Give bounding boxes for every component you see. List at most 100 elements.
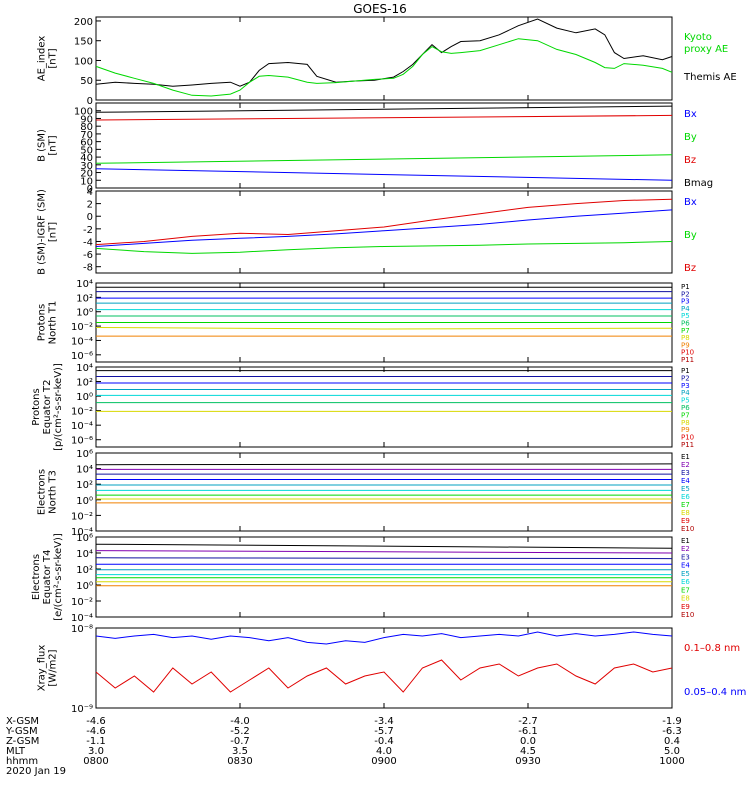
legend-entry: P7 <box>681 327 690 335</box>
y-tick-label: 30 <box>80 161 93 172</box>
y-tick-label: 10⁶ <box>76 533 93 544</box>
legend-entry: Bx <box>684 197 697 208</box>
y-tick-label: 10⁻² <box>71 511 93 522</box>
y-tick-label: 10² <box>76 378 93 389</box>
series-bz <box>95 114 673 121</box>
panel-pe: 10⁻⁶ 10⁻⁴ 10⁻² 10⁰ 10² 10⁴ Protons Equator T2 [p… <box>31 363 694 451</box>
legend-entry: P10 <box>681 349 694 357</box>
y-axis-label: Xray_flux <box>37 645 48 692</box>
x-axis-value: 0800 <box>83 756 108 767</box>
x-axis-value: -0.7 <box>230 736 250 747</box>
series-0.05-0.4-nm <box>95 631 673 645</box>
series-bx <box>95 209 673 247</box>
x-row-label: Z-GSM <box>6 736 39 747</box>
legend-entry: By <box>684 132 697 143</box>
legend-entry: P9 <box>681 341 690 349</box>
series-by <box>95 241 673 254</box>
y-tick-label: 10⁰ <box>76 581 93 592</box>
legend-entry: By <box>684 230 697 241</box>
y-tick-label: 10⁻⁴ <box>71 336 93 347</box>
y-axis-label: Equator T2 <box>42 380 53 435</box>
x-row-label: 2020 Jan 19 <box>6 766 66 777</box>
y-tick-label: 20 <box>80 169 93 180</box>
legend-entry: E8 <box>681 595 690 603</box>
series-e3 <box>95 557 673 560</box>
series-themis-ae <box>95 18 673 87</box>
y-tick-label: 100 <box>74 107 93 118</box>
x-axis-value: -4.6 <box>86 726 106 737</box>
y-tick-label: 150 <box>74 37 93 48</box>
legend-entry: 0.05–0.4 nm <box>684 687 746 698</box>
x-axis-value: 3.0 <box>88 746 104 757</box>
legend-entry: P3 <box>681 382 690 390</box>
series-p8 <box>95 327 673 330</box>
series-e1 <box>95 543 673 549</box>
series-e2 <box>95 550 673 554</box>
y-tick-label: 10² <box>76 565 93 576</box>
legend-entry: Bz <box>684 263 696 274</box>
y-tick-label: -2 <box>83 225 93 236</box>
y-tick-label: 10⁻² <box>71 407 93 418</box>
x-axis-value: 0.4 <box>664 736 680 747</box>
y-tick-label: 10⁻⁶ <box>71 351 93 362</box>
legend-entry: P1 <box>681 283 690 291</box>
y-axis-label: [W/m2] <box>48 649 59 686</box>
y-axis-label: [p/(cm²-s-sr-keV)] <box>53 363 64 451</box>
legend-entry: P5 <box>681 397 690 405</box>
legend-entry: 0.1–0.8 nm <box>684 643 740 654</box>
x-axis-value: 4.5 <box>520 746 536 757</box>
y-axis-label: North T1 <box>48 301 59 345</box>
y-tick-label: 2 <box>87 200 93 211</box>
x-axis-value: 0930 <box>515 756 540 767</box>
y-tick-label: 10⁰ <box>76 392 93 403</box>
y-tick-label: 60 <box>80 138 93 149</box>
panel-frame <box>95 627 673 709</box>
y-tick-label: 0 <box>87 96 93 107</box>
x-axis-value: 1000 <box>659 756 684 767</box>
y-tick-label: 10⁻² <box>71 322 93 333</box>
legend-entry: Bz <box>684 155 696 166</box>
y-tick-label: 200 <box>74 17 93 28</box>
y-tick-label: -8 <box>83 263 93 274</box>
y-tick-label: 80 <box>80 122 93 133</box>
y-tick-label: 10⁻⁶ <box>71 436 93 447</box>
y-tick-label: 10⁻⁴ <box>71 421 93 432</box>
x-axis-value: 0900 <box>371 756 396 767</box>
y-axis-label: Electrons <box>37 469 48 515</box>
y-tick-label: -6 <box>83 250 93 261</box>
legend-entry: Bmag <box>684 178 713 189</box>
y-tick-label: 10⁻⁴ <box>71 527 93 538</box>
legend-entry: P2 <box>681 374 690 382</box>
y-axis-label: [e/(cm²-s-sr-keV)] <box>53 533 64 621</box>
x-axis-value: -4.0 <box>230 716 250 727</box>
y-tick-label: 50 <box>80 76 93 87</box>
y-tick-label: 10⁰ <box>76 308 93 319</box>
y-tick-label: 10⁰ <box>76 496 93 507</box>
y-axis-label: AE_index <box>37 36 48 82</box>
x-row-label: Y-GSM <box>5 726 38 737</box>
legend-entry: P7 <box>681 411 690 419</box>
x-axis-value: -6.1 <box>518 726 538 737</box>
x-axis-value: -1.9 <box>662 716 682 727</box>
y-tick-label: 10² <box>76 293 93 304</box>
x-axis-value: -3.4 <box>374 716 394 727</box>
x-axis-value: 0830 <box>227 756 252 767</box>
panel-pn: 10⁻⁶ 10⁻⁴ 10⁻² 10⁰ 10² 10⁴ Protons North T1 P1P2… <box>37 279 695 364</box>
series-0.1-0.8-nm <box>95 659 673 693</box>
y-axis-label: [nT] <box>48 48 59 68</box>
legend-entry: P9 <box>681 426 690 434</box>
legend-entry: P11 <box>681 441 694 449</box>
legend-entry: E1 <box>681 537 690 545</box>
legend-entry: Themis AE <box>683 72 737 83</box>
y-tick-label: 10⁴ <box>76 363 93 374</box>
panel-frame <box>95 536 673 618</box>
y-axis-label: [nT] <box>48 222 59 242</box>
y-tick-label: 40 <box>80 153 93 164</box>
y-tick-label: 10⁶ <box>76 449 93 460</box>
y-tick-label: 10⁴ <box>76 465 93 476</box>
legend-entry: P5 <box>681 312 690 320</box>
